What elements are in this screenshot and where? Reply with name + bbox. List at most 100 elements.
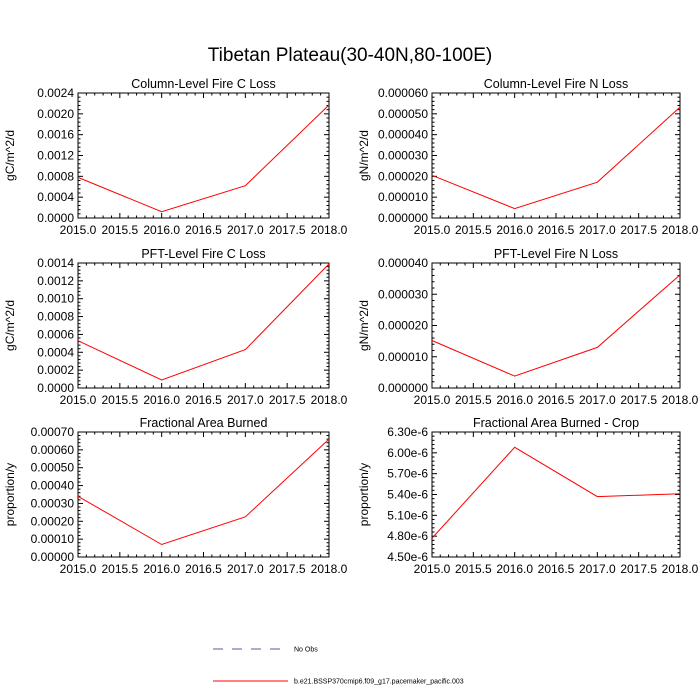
series-line: [431, 106, 681, 210]
y-tick-label: 0.000000: [378, 211, 428, 225]
y-tick-label: 4.80e-6: [387, 529, 428, 543]
x-tick-label: 2018.0: [662, 393, 699, 407]
y-tick-label: 6.30e-6: [387, 425, 428, 439]
x-tick-label: 2018.0: [311, 393, 348, 407]
y-tick-label: 4.50e-6: [387, 550, 428, 564]
plot-frame: [431, 431, 681, 558]
y-tick-label: 0.000030: [378, 149, 428, 163]
y-tick-label: 5.40e-6: [387, 488, 428, 502]
y-tick-label: 0.00050: [31, 461, 75, 475]
x-tick-label: 2016.5: [538, 223, 575, 237]
x-tick-label: 2016.0: [143, 562, 180, 576]
panel-title: Fractional Area Burned - Crop: [473, 416, 639, 430]
x-tick-label: 2018.0: [311, 562, 348, 576]
y-tick-label: 0.000030: [378, 287, 428, 301]
chart-panel-5: Fractional Area Burned 2015.0 2015.5 2016.0…: [3, 416, 348, 576]
x-tick-label: 2015.0: [60, 393, 97, 407]
y-tick-label: 0.0016: [37, 128, 74, 142]
y-tick-label: 0.0002: [37, 363, 74, 377]
y-axis-label: gC/m^2/d: [3, 130, 17, 181]
x-tick-label: 2015.0: [60, 562, 97, 576]
y-tick-label: 0.000010: [378, 350, 428, 364]
y-tick-label: 0.0000: [37, 381, 74, 395]
y-axis-label: gN/m^2/d: [357, 300, 371, 351]
y-tick-label: 0.0012: [37, 149, 74, 163]
y-tick-label: 0.0000: [37, 211, 74, 225]
chart-panel-1: Column-Level Fire C Loss 2015.0 2015.5 2016…: [3, 77, 348, 237]
y-tick-label: 0.00060: [31, 443, 75, 457]
y-tick-label: 0.000010: [378, 190, 428, 204]
series-line: [77, 263, 330, 381]
legend-label-no-obs: No Obs: [294, 647, 318, 654]
x-tick-label: 2017.0: [227, 562, 264, 576]
legend: No Obs b.e21.BSSP370cmip6.f09_g17.pacema…: [213, 647, 464, 686]
x-tick-label: 2017.5: [269, 562, 306, 576]
chart-panel-4: PFT-Level Fire N Loss 2015.0 2015.5 2016.0 2…: [357, 247, 699, 407]
x-tick-label: 2017.0: [579, 223, 616, 237]
x-tick-label: 2015.5: [455, 562, 492, 576]
y-axis-label: proportion/y: [3, 463, 17, 526]
y-tick-label: 0.00040: [31, 479, 75, 493]
y-tick-label: 0.000040: [378, 128, 428, 142]
y-tick-label: 0.0014: [37, 256, 74, 270]
x-tick-label: 2017.5: [269, 223, 306, 237]
x-tick-label: 2016.5: [185, 393, 222, 407]
y-tick-label: 6.00e-6: [387, 446, 428, 460]
y-tick-label: 5.10e-6: [387, 508, 428, 522]
panels: Column-Level Fire C Loss 2015.0 2015.5 2016…: [3, 77, 699, 576]
y-tick-label: 0.00020: [31, 514, 75, 528]
x-tick-label: 2017.5: [620, 393, 657, 407]
chart-panel-6: Fractional Area Burned - Crop 2015.0 2015.…: [357, 416, 699, 576]
x-tick-label: 2016.0: [496, 223, 533, 237]
plot-frame: [77, 431, 330, 558]
series-line: [77, 104, 330, 213]
y-tick-label: 0.0012: [37, 274, 74, 288]
x-tick-label: 2015.0: [414, 223, 451, 237]
panel-title: PFT-Level Fire N Loss: [494, 247, 618, 261]
y-tick-label: 0.0004: [37, 190, 74, 204]
y-tick-label: 0.00030: [31, 496, 75, 510]
x-tick-label: 2016.5: [538, 562, 575, 576]
figure-title: Tibetan Plateau(30-40N,80-100E): [208, 45, 492, 66]
x-tick-label: 2016.0: [496, 393, 533, 407]
y-tick-label: 0.000050: [378, 107, 428, 121]
y-tick-label: 0.0024: [37, 86, 74, 100]
x-tick-label: 2015.5: [101, 562, 138, 576]
y-tick-label: 0.0010: [37, 292, 74, 306]
series-line: [431, 446, 681, 539]
x-tick-label: 2017.5: [269, 393, 306, 407]
panel-title: PFT-Level Fire C Loss: [141, 247, 265, 261]
x-tick-label: 2015.0: [414, 562, 451, 576]
y-tick-label: 0.0008: [37, 310, 74, 324]
y-tick-label: 0.000040: [378, 256, 428, 270]
plot-frame: [431, 262, 681, 389]
chart-panel-3: PFT-Level Fire C Loss 2015.0 2015.5 2016.0 2…: [3, 247, 348, 407]
series-line: [77, 438, 330, 546]
x-tick-label: 2017.0: [579, 393, 616, 407]
panel-title: Column-Level Fire N Loss: [484, 77, 629, 91]
y-axis-label: gC/m^2/d: [3, 300, 17, 351]
y-tick-label: 0.0008: [37, 169, 74, 183]
y-tick-label: 0.00000: [31, 550, 75, 564]
x-tick-label: 2016.5: [538, 393, 575, 407]
y-tick-label: 0.000000: [378, 381, 428, 395]
legend-label-run: b.e21.BSSP370cmip6.f09_g17.pacemaker_pac…: [294, 679, 464, 686]
x-tick-label: 2016.5: [185, 223, 222, 237]
panel-title: Column-Level Fire C Loss: [131, 77, 276, 91]
panel-title: Fractional Area Burned: [140, 416, 268, 430]
y-tick-label: 0.000020: [378, 169, 428, 183]
plot-frame: [431, 92, 681, 219]
x-tick-label: 2015.5: [101, 393, 138, 407]
x-tick-label: 2017.0: [227, 223, 264, 237]
x-tick-label: 2015.5: [455, 223, 492, 237]
y-tick-label: 0.00070: [31, 425, 75, 439]
x-tick-label: 2016.0: [496, 562, 533, 576]
x-tick-label: 2016.0: [143, 393, 180, 407]
x-tick-label: 2017.0: [227, 393, 264, 407]
x-tick-label: 2015.5: [101, 223, 138, 237]
x-tick-label: 2017.5: [620, 562, 657, 576]
series-line: [431, 274, 681, 377]
y-tick-label: 0.0006: [37, 327, 74, 341]
x-tick-label: 2018.0: [662, 562, 699, 576]
